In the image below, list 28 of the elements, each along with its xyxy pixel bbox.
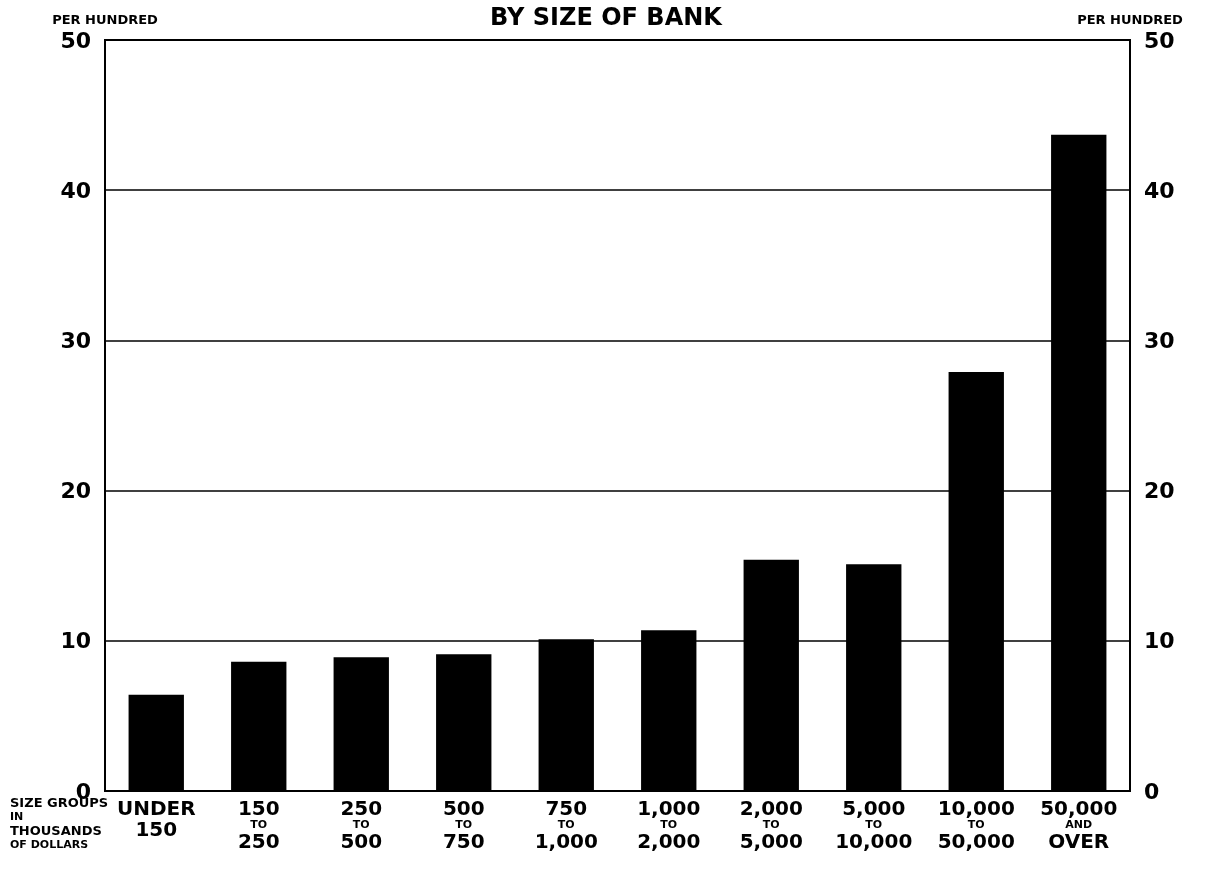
y2-tick-label: 30 bbox=[1144, 327, 1175, 353]
bar bbox=[436, 654, 492, 791]
x-tick-label: 50,000 AND OVER bbox=[1040, 795, 1118, 853]
x-tick-label: 1,000 TO 2,000 bbox=[637, 795, 701, 853]
y2-tick-label: 0 bbox=[1144, 778, 1160, 804]
y2-tick-label: 10 bbox=[1144, 628, 1175, 654]
y-tick-label: 30 bbox=[60, 327, 91, 353]
x-tick-label: UNDER 150 bbox=[116, 795, 196, 841]
y-tick-label: 50 bbox=[60, 27, 91, 53]
bar bbox=[128, 694, 184, 791]
x-tick-label: 10,000 TO 50,000 bbox=[937, 795, 1015, 853]
y2-tick-label: 20 bbox=[1144, 478, 1175, 504]
y-tick-label: 10 bbox=[60, 628, 91, 654]
bar bbox=[333, 657, 389, 791]
y-axis-title: PER HUNDRED bbox=[52, 12, 159, 27]
x-tick-label: 750 TO 1,000 bbox=[534, 795, 598, 853]
y2-tick-label: 50 bbox=[1144, 27, 1175, 53]
y2-axis-title: PER HUNDRED bbox=[1077, 12, 1184, 27]
y-tick-label: 40 bbox=[60, 177, 91, 203]
x-tick-label: 500 TO 750 bbox=[442, 795, 485, 853]
y-tick-label: 20 bbox=[60, 478, 91, 504]
chart-title: BY SIZE OF BANK bbox=[490, 3, 724, 31]
y2-tick-label: 40 bbox=[1144, 177, 1175, 203]
x-tick-label: 150 TO 250 bbox=[237, 795, 280, 853]
bar bbox=[231, 661, 287, 791]
x-tick-label: 2,000 TO 5,000 bbox=[739, 795, 803, 853]
x-tick-label: 5,000 TO 10,000 bbox=[835, 795, 913, 853]
x-tick-label: 250 TO 500 bbox=[340, 795, 383, 853]
